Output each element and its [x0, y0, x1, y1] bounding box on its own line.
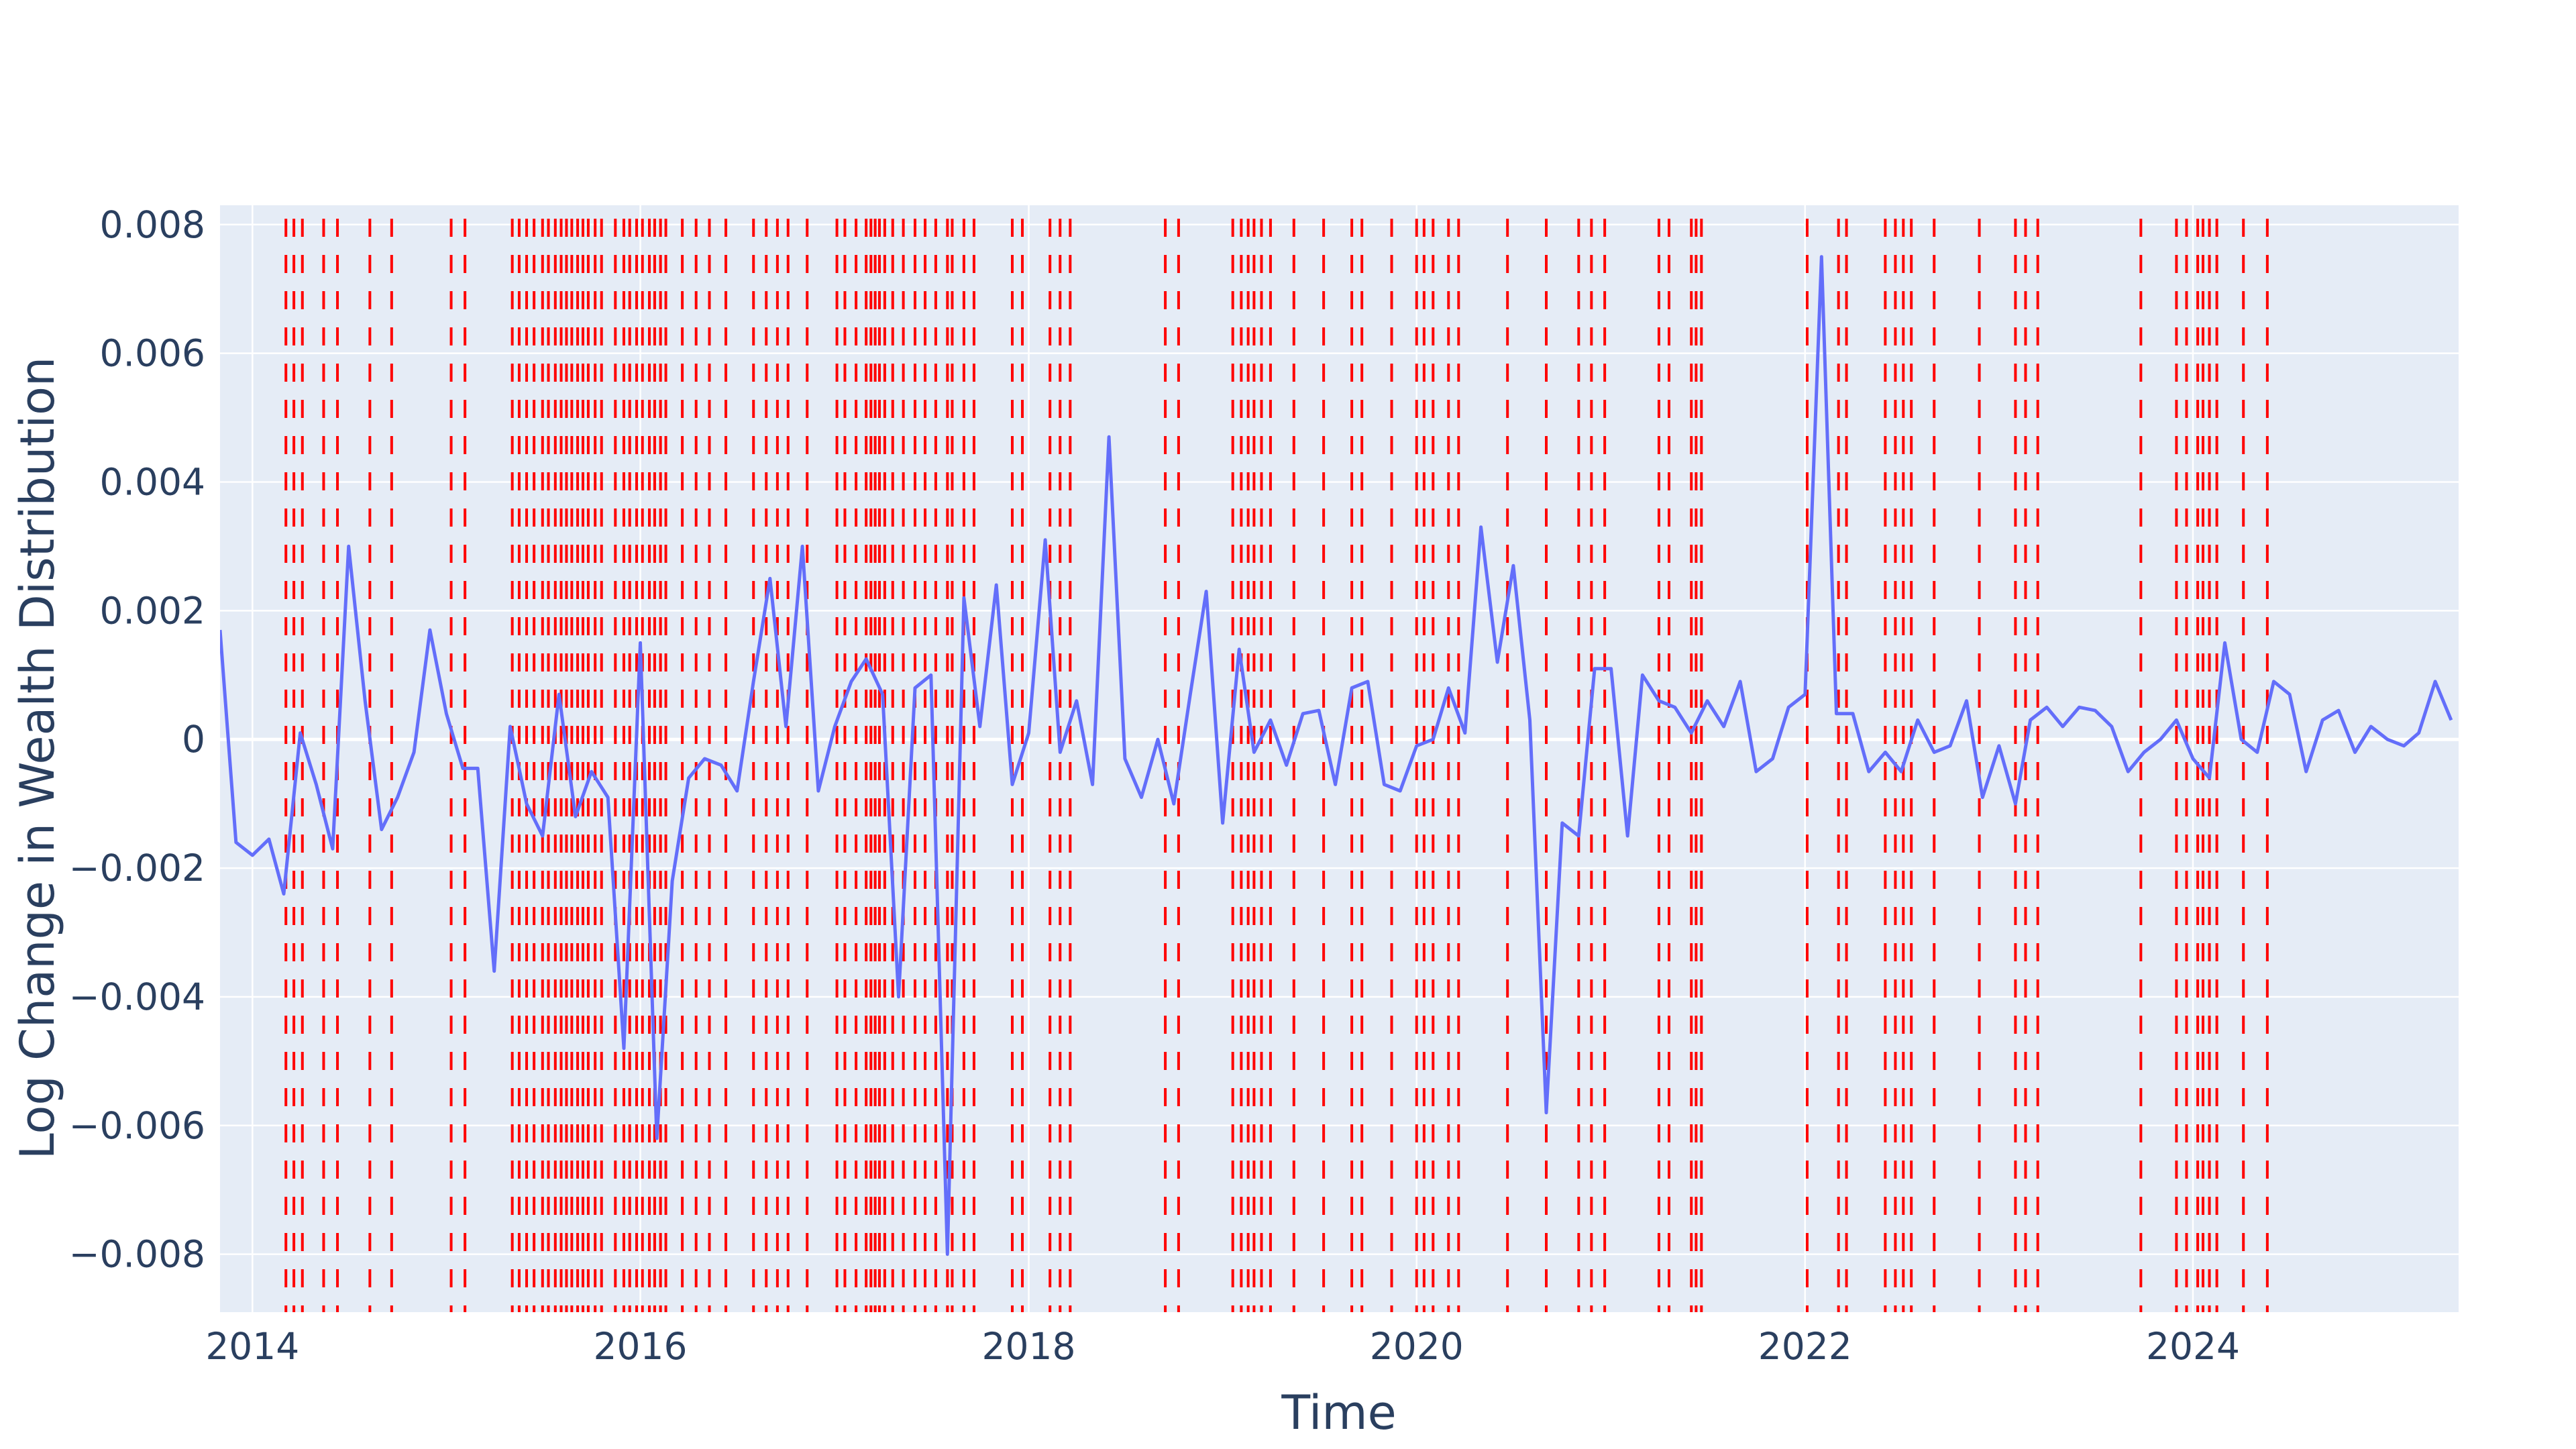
y-axis-title: Log Change in Wealth Distribution — [10, 357, 65, 1160]
y-tick-label: 0.006 — [100, 332, 205, 375]
x-tick-label: 2018 — [982, 1325, 1076, 1368]
x-tick-label: 2014 — [205, 1325, 299, 1368]
y-tick-label: −0.006 — [68, 1104, 205, 1147]
y-tick-label: 0.004 — [100, 461, 205, 504]
x-tick-label: 2024 — [2146, 1325, 2240, 1368]
y-gridlines — [220, 223, 2459, 1255]
x-tick-label: 2016 — [594, 1325, 688, 1368]
y-tick-labels: 0.008 0.006 0.004 0.002 0 −0.002 −0.004 −0.006 −… — [68, 203, 205, 1276]
y-tick-label: 0.008 — [100, 203, 205, 246]
y-tick-label: −0.002 — [68, 847, 205, 890]
x-tick-label: 2022 — [1758, 1325, 1852, 1368]
y-tick-label: −0.008 — [68, 1233, 205, 1276]
x-tick-label: 2020 — [1370, 1325, 1464, 1368]
y-tick-label: 0.002 — [100, 589, 205, 632]
y-tick-label: 0 — [182, 718, 205, 761]
x-tick-labels: 2014 2016 2018 2020 2022 2024 — [205, 1325, 2240, 1368]
x-axis-title: Time — [1281, 1385, 1396, 1440]
series-line — [220, 255, 2453, 1256]
y-tick-label: −0.004 — [68, 975, 205, 1018]
